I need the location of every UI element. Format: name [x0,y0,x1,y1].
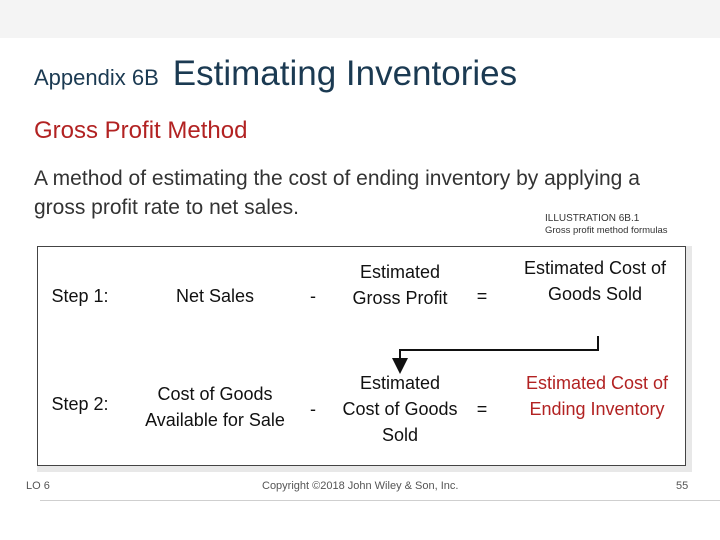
footer-divider [40,500,720,501]
step2-label: Step 2: [51,394,109,414]
subtitle: Gross Profit Method [34,117,248,144]
footer-copyright: Copyright ©2018 John Wiley & Son, Inc. [262,480,459,492]
description: A method of estimating the cost of endin… [34,167,640,219]
top-band [0,0,720,38]
step2-term1: Cost of Goods Available for Sale [145,384,285,430]
illustration-label: ILLUSTRATION 6B.1 Gross profit method fo… [545,213,668,237]
step2-result: Estimated Cost of Ending Inventory [525,373,669,419]
footer-lo: LO 6 [26,480,50,492]
title-main: Estimating Inventories [172,54,518,93]
step1-minus: - [310,286,316,306]
title-prefix: Appendix 6B [34,65,159,90]
step2-equals: = [476,399,488,419]
step1-term2: Estimated Gross Profit [352,262,448,308]
illustration-caption: Gross profit method formulas [545,225,668,236]
step1-label: Step 1: [51,286,109,306]
page-number: 55 [676,480,689,492]
step2-minus: - [310,399,316,419]
step1-equals: = [476,286,488,306]
slide-title: Appendix 6B Estimating Inventories [34,54,517,94]
step2-term2: Estimated Cost of Goods Sold [342,373,458,445]
step1-term1: Net Sales [175,286,255,306]
illustration-number: ILLUSTRATION 6B.1 [545,213,640,224]
step1-result: Estimated Cost of Goods Sold [523,258,667,304]
